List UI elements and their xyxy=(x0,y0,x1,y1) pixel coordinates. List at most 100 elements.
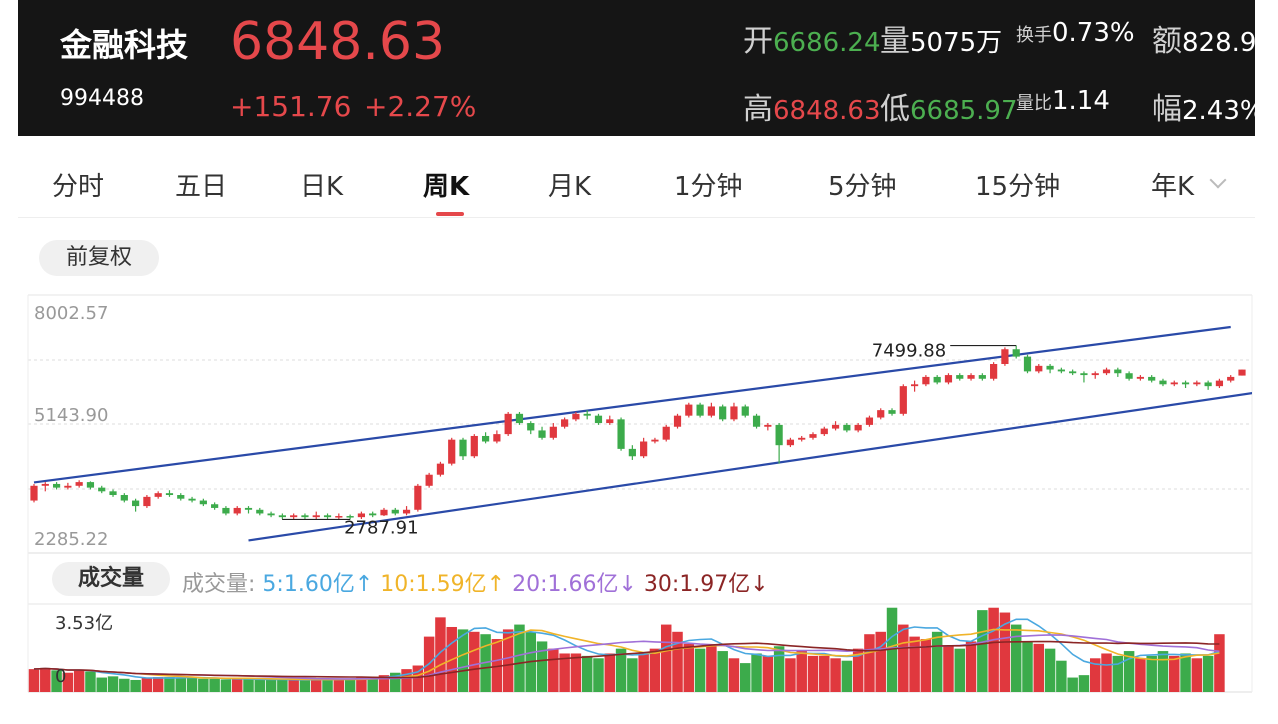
candle-body xyxy=(594,415,603,424)
volume-bar xyxy=(209,678,220,692)
tab-five-day[interactable]: 五日 xyxy=(175,172,228,202)
volume-bar xyxy=(593,658,604,692)
volume-bar xyxy=(1157,651,1169,692)
candle-body xyxy=(323,515,332,518)
candle-body xyxy=(831,424,840,429)
volume-bar xyxy=(469,631,480,692)
volume-bar xyxy=(265,679,277,692)
volume-bar xyxy=(1180,653,1191,692)
candlestick-series xyxy=(30,345,1246,520)
volume-bar xyxy=(344,678,356,692)
volume-bar xyxy=(1056,660,1067,692)
volume-bar xyxy=(1067,677,1078,692)
adjust-toggle-button[interactable]: 前复权 xyxy=(39,240,159,276)
candle-body xyxy=(211,504,219,508)
candle-body xyxy=(854,424,862,431)
volume-bar xyxy=(1112,655,1124,692)
volume-bar xyxy=(841,660,853,692)
volume-ma30: 30:1.97亿↓ xyxy=(643,572,769,597)
volume-bar xyxy=(909,636,920,692)
candle-body xyxy=(978,375,986,379)
candle-body xyxy=(1125,373,1133,379)
volume-bar xyxy=(807,655,819,692)
active-tab-indicator xyxy=(436,212,464,216)
volume-bar xyxy=(28,669,40,692)
volume-bar xyxy=(581,655,593,692)
candle-body xyxy=(425,474,433,486)
amplitude-value: 2.43% xyxy=(1182,96,1255,126)
volume-bar xyxy=(164,677,175,692)
volume-bar xyxy=(435,617,446,692)
high-label: 高 xyxy=(743,92,773,127)
tab-monthly-k[interactable]: 月K xyxy=(548,172,592,202)
candle-body xyxy=(436,463,445,475)
volume-bar xyxy=(864,634,875,692)
candle-body xyxy=(967,375,975,379)
volume-ma10: 10:1.59亿↑ xyxy=(380,572,506,597)
tab-15-minute[interactable]: 15分钟 xyxy=(975,172,1061,202)
volume-bar xyxy=(231,678,243,692)
volume-bar xyxy=(977,610,988,692)
volume-bar xyxy=(898,624,909,692)
candle-body xyxy=(109,491,117,496)
volume-bar xyxy=(773,646,785,692)
volume-bar xyxy=(130,679,141,692)
candle-body xyxy=(741,406,749,416)
volume-bar xyxy=(672,631,683,692)
volume-bar xyxy=(412,665,424,692)
tab-intraday[interactable]: 分时 xyxy=(52,172,105,202)
volume-legend: 成交量: 5:1.60亿↑ 10:1.59亿↑ 20:1.66亿↓ 30:1.9… xyxy=(182,566,769,598)
candle-body xyxy=(1057,369,1065,372)
volume-zero-label: 0 xyxy=(55,666,66,687)
volume-bar xyxy=(299,679,311,692)
trend-channel xyxy=(33,325,1252,542)
volume-bar xyxy=(536,641,548,692)
volume-ma-line-10 xyxy=(33,628,1220,681)
volume-bar xyxy=(356,677,367,692)
volume-bar xyxy=(694,648,706,692)
candle-body xyxy=(1035,365,1043,372)
volume-bar xyxy=(1202,655,1214,692)
candle-body xyxy=(922,376,930,385)
volume-bar xyxy=(852,648,864,692)
volume-label: 量 xyxy=(880,24,910,59)
tab-weekly-k[interactable]: 周K xyxy=(423,172,470,202)
volume-legend-label: 成交量: xyxy=(182,572,256,597)
trend-line-0 xyxy=(33,325,1231,484)
volume-bar xyxy=(796,651,807,692)
candle-body xyxy=(380,509,388,516)
candle-body xyxy=(798,437,806,440)
volume-ma-lines xyxy=(33,618,1220,681)
tab-yearly-k[interactable]: 年K xyxy=(1151,172,1195,202)
tab-1-minute[interactable]: 1分钟 xyxy=(674,172,743,202)
volume-bar xyxy=(762,655,774,692)
volume-bar xyxy=(886,607,898,692)
volume-ma20: 20:1.66亿↓ xyxy=(512,572,637,597)
low-label: 2787.91 xyxy=(344,517,418,538)
candle-body xyxy=(256,509,264,514)
candle-body xyxy=(583,413,591,416)
candle-body xyxy=(1170,382,1178,385)
volume-bar xyxy=(40,667,51,692)
stat-turnover: 换手0.73% xyxy=(1016,18,1135,48)
candle-body xyxy=(1012,349,1020,357)
stat-low: 低6685.97 xyxy=(880,84,1018,128)
candle-body xyxy=(549,426,557,438)
volume-bar xyxy=(1033,643,1045,692)
candle-body xyxy=(662,426,670,440)
volume-bar xyxy=(649,648,661,692)
tab-5-minute[interactable]: 5分钟 xyxy=(828,172,897,202)
candle-body xyxy=(1238,369,1246,376)
candle-body xyxy=(267,513,275,516)
volume-bar xyxy=(920,639,932,692)
volume-value: 5075万 xyxy=(910,28,1003,58)
tab-daily-k[interactable]: 日K xyxy=(300,172,344,202)
chart-grid xyxy=(27,294,1253,693)
volume-bar xyxy=(785,658,796,692)
y-axis-label: 8002.57 xyxy=(34,303,108,324)
volume-bar xyxy=(378,675,390,692)
volume-bar xyxy=(1101,653,1112,692)
candle-body xyxy=(910,384,919,387)
candle-body xyxy=(481,435,490,442)
volume-indicator-button[interactable]: 成交量 xyxy=(52,562,170,596)
